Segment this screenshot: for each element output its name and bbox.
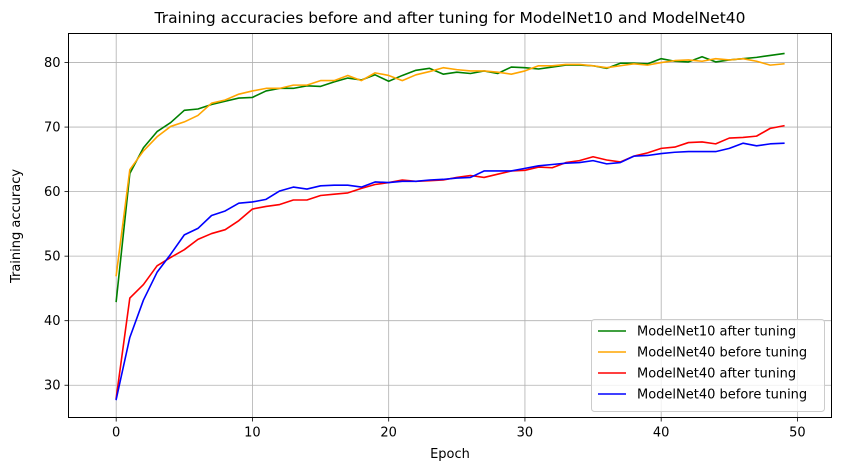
series-line-1 <box>115 52 785 303</box>
legend-label-1: ModelNet10 after tuning <box>637 325 796 340</box>
x-tick-label: 20 <box>380 426 397 441</box>
chart-title: Training accuracies before and after tun… <box>154 9 746 27</box>
x-tick-label: 30 <box>517 426 534 441</box>
plot-series <box>115 52 785 401</box>
grid-lines <box>68 33 832 418</box>
legend-label-3: ModelNet40 after tuning <box>637 367 796 382</box>
series-line-2 <box>115 57 785 277</box>
y-axis-label: Training accuracy <box>9 169 24 284</box>
y-tick-label: 70 <box>44 121 61 136</box>
x-tick-label: 40 <box>653 426 670 441</box>
plot-frame <box>68 33 832 418</box>
x-axis-label: Epoch <box>430 447 470 462</box>
legend-label-4: ModelNet40 before tuning <box>637 388 807 403</box>
x-tick-label: 10 <box>244 426 261 441</box>
legend-box <box>591 319 825 412</box>
series-line-4 <box>115 142 785 401</box>
legend: ModelNet10 after tuning ModelNet40 before… <box>591 319 825 412</box>
y-tick-label: 40 <box>44 314 61 329</box>
y-tick-label: 80 <box>44 56 61 71</box>
tick-labels: 0 10 20 30 40 50 30 40 50 60 70 80 <box>44 56 806 440</box>
y-tick-label: 30 <box>44 379 61 394</box>
legend-entries: ModelNet10 after tuning ModelNet40 before… <box>598 325 807 403</box>
x-tick-label: 0 <box>112 426 120 441</box>
y-tick-label: 60 <box>44 185 61 200</box>
axis-ticks <box>64 62 798 422</box>
legend-label-2: ModelNet40 before tuning <box>637 346 807 361</box>
x-tick-label: 50 <box>789 426 806 441</box>
y-tick-label: 50 <box>44 250 61 265</box>
